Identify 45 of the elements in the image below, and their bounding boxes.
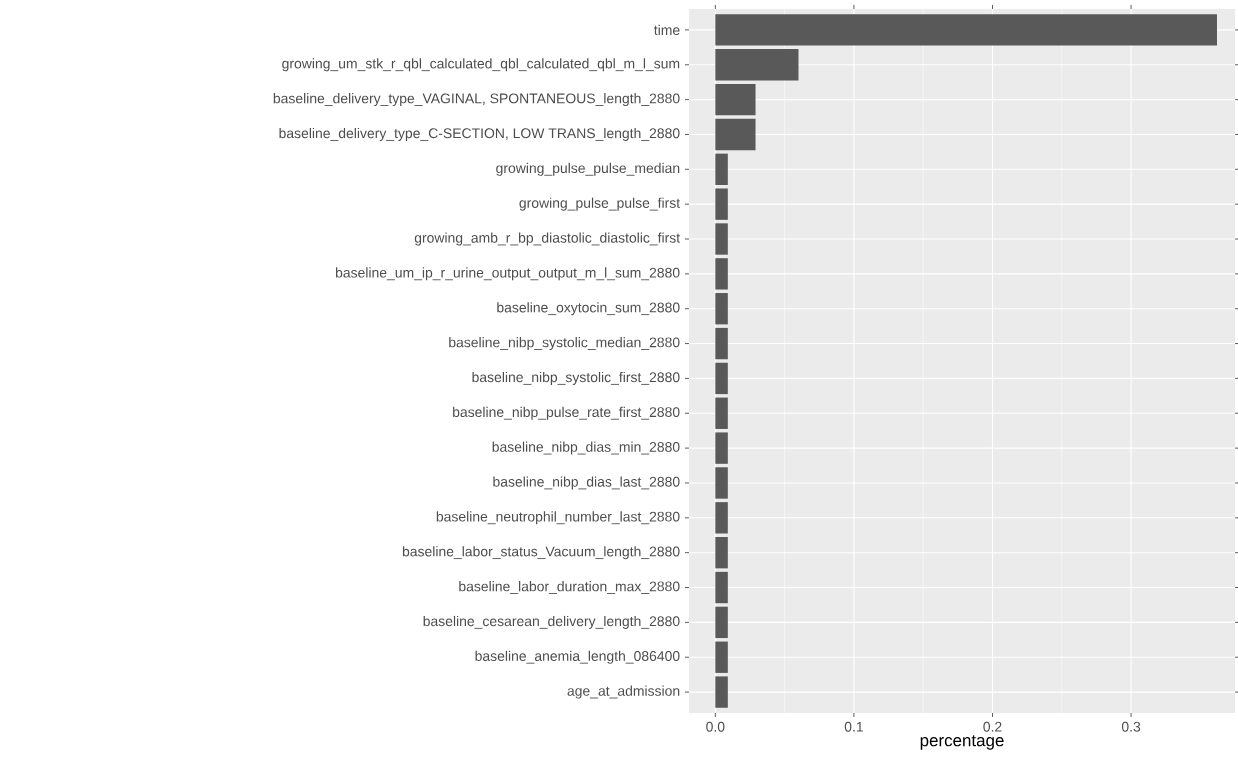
bar (715, 397, 728, 429)
y-tick-label: growing_amb_r_bp_diastolic_diastolic_first (414, 232, 681, 246)
x-tick-label: 0.3 (1121, 721, 1141, 732)
x-tick-label: 0.2 (983, 721, 1002, 732)
y-tick-label: baseline_nibp_systolic_median_2880 (449, 337, 680, 351)
y-tick-label: baseline_nibp_dias_min_2880 (492, 441, 680, 455)
bar (715, 223, 728, 255)
bar (715, 293, 728, 325)
bar (715, 502, 728, 534)
y-tick-label: baseline_oxytocin_sum_2880 (497, 302, 680, 316)
y-tick-label: baseline_labor_status_Vacuum_length_2880 (402, 546, 680, 560)
y-tick-label: baseline_nibp_systolic_first_2880 (472, 371, 680, 385)
x-axis-title: percentage (920, 735, 1004, 750)
bar (715, 641, 728, 673)
y-tick-label: baseline_delivery_type_VAGINAL, SPONTANEOUS_length_2880 (273, 93, 680, 107)
bar (715, 362, 728, 395)
y-tick-label: growing_um_stk_r_qbl_calculated_qbl_calculated_qbl_m_l_sum (282, 58, 680, 72)
y-tick-label: growing_pulse_pulse_first (519, 197, 681, 211)
bar (715, 606, 728, 639)
y-tick-label: baseline_cesarean_delivery_length_2880 (423, 615, 680, 629)
bar (715, 14, 1217, 46)
y-tick-label: baseline_nibp_pulse_rate_first_2880 (453, 406, 680, 420)
y-tick-label: baseline_delivery_type_C-SECTION, LOW TRANS_length_2880 (279, 127, 680, 141)
bar (715, 467, 728, 499)
y-tick-label: time (654, 24, 680, 36)
y-tick-label: baseline_labor_duration_max_2880 (459, 581, 680, 594)
y-tick-label: baseline_neutrophil_number_last_2880 (436, 511, 680, 525)
bar (715, 676, 728, 708)
bar (715, 327, 728, 360)
bar (715, 536, 728, 569)
y-tick-label: growing_pulse_pulse_median (496, 162, 680, 176)
y-tick-label: baseline_anemia_length_086400 (475, 650, 680, 664)
bar (715, 571, 728, 604)
y-tick-label: age_at_admission (567, 685, 680, 699)
x-tick-label: 0.1 (844, 721, 863, 732)
bar (715, 188, 728, 220)
bar (715, 118, 756, 151)
y-tick-label: baseline_nibp_dias_last_2880 (493, 476, 680, 490)
bar (715, 258, 728, 290)
x-tick-label: 0.0 (706, 721, 725, 732)
y-tick-label: baseline_um_ip_r_urine_output_output_m_l_sum_2880 (335, 267, 680, 281)
bar (715, 432, 728, 464)
bar (715, 83, 756, 116)
bar (715, 153, 728, 185)
bar (715, 49, 799, 81)
